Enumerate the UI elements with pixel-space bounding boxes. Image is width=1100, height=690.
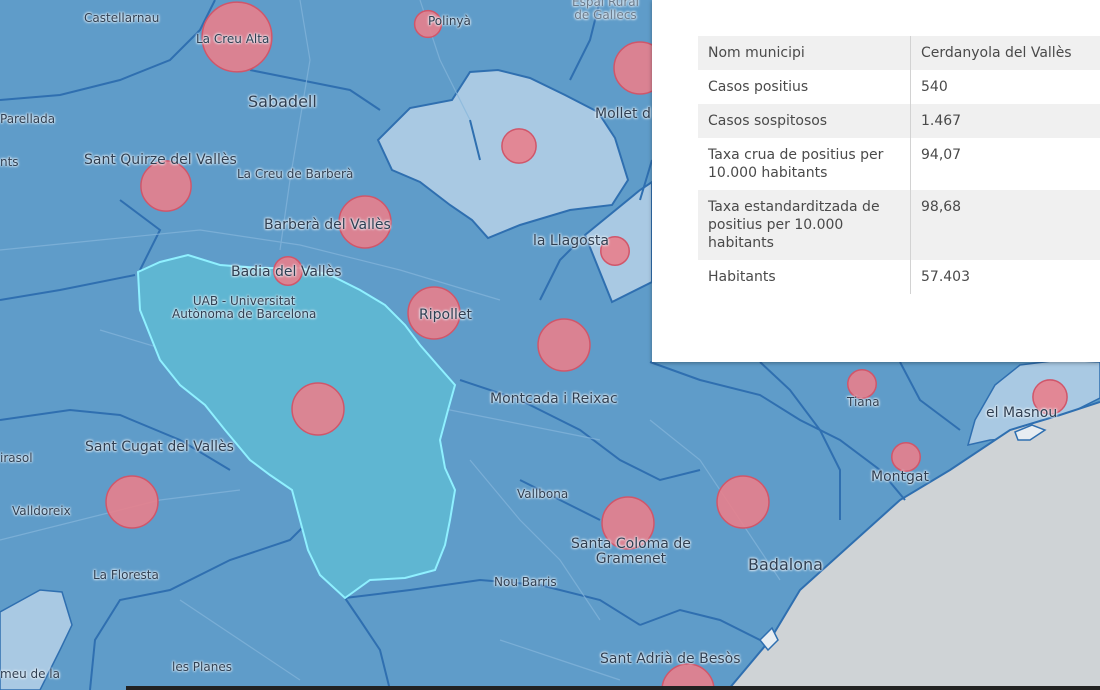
case-circle-santa-coloma[interactable]	[601, 496, 655, 550]
attribute-row: Habitants 57.403	[698, 260, 1100, 294]
case-circle-tiana[interactable]	[847, 369, 877, 399]
label-sabadell: Sabadell	[248, 92, 317, 111]
bottom-bar	[126, 686, 1100, 690]
label-la-creu-alta: La Creu Alta	[196, 32, 270, 46]
case-circle-parets[interactable]	[501, 128, 537, 164]
case-circle-sant-quirze[interactable]	[140, 160, 192, 212]
attribute-value: 540	[921, 79, 948, 95]
attribute-label: Nom municipi	[698, 36, 911, 70]
label-mollet: Mollet d	[595, 106, 651, 122]
label-vallbona: Vallbona	[517, 487, 569, 501]
label-la-creu-de-barbera: La Creu de Barberà	[237, 167, 354, 181]
label-sant-quirze: Sant Quirze del Vallès	[84, 152, 237, 168]
sea	[728, 402, 1100, 690]
case-circle-montgat[interactable]	[891, 442, 921, 472]
label-tiana: Tiana	[847, 395, 880, 409]
label-la-floresta: La Floresta	[93, 568, 159, 582]
label-santa-coloma: Santa Coloma de Gramenet	[571, 536, 691, 567]
label-barbera: Barberà del Vallès	[264, 217, 391, 233]
label-sant-cugat: Sant Cugat del Vallès	[85, 439, 234, 455]
case-circle-badia[interactable]	[273, 256, 303, 286]
case-circle-el-masnou[interactable]	[1032, 379, 1068, 415]
case-circle-badalona[interactable]	[716, 475, 770, 529]
attribute-label: Habitants	[698, 260, 911, 294]
attribute-label: Casos sospitosos	[698, 104, 911, 138]
label-polinya: Polinyà	[428, 14, 471, 28]
case-circle-montcada[interactable]	[537, 318, 591, 372]
case-circles	[105, 1, 1068, 690]
attribute-row: Taxa estandarditzada de positius per 10.…	[698, 190, 1100, 260]
label-valldoreix: Valldoreix	[12, 504, 71, 518]
municipal-borders	[0, 0, 961, 690]
attribute-row: Taxa crua de positius per 10.000 habitan…	[698, 138, 1100, 190]
label-espai-rural: Espai Rural de Gallecs	[572, 0, 639, 22]
attribute-label: Taxa estandarditzada de positius per 10.…	[698, 190, 911, 260]
attribute-row: Casos sospitosos 1.467	[698, 104, 1100, 138]
attribute-value: 1.467	[910, 104, 1100, 138]
label-la-llagosta: la Llagosta	[533, 233, 610, 249]
label-sant-adria: Sant Adrià de Besòs	[600, 651, 741, 667]
case-circle-la-creu-alta[interactable]	[201, 1, 273, 73]
attribute-table: Nom municipi Cerdanyola del Vallès Casos p…	[698, 36, 1100, 294]
case-circle-sant-cugat[interactable]	[105, 475, 159, 529]
case-circle-la-llagosta[interactable]	[600, 236, 630, 266]
light-municipality-sw[interactable]	[0, 589, 73, 690]
attribute-value: 98,68	[910, 190, 1100, 260]
selected-municipality-cerdanyola[interactable]	[136, 253, 457, 600]
attribute-value: Cerdanyola del Vallès	[910, 36, 1100, 70]
attribute-value: 94,07	[921, 147, 962, 163]
case-circle-polinya[interactable]	[413, 9, 443, 39]
case-circle-ripollet[interactable]	[407, 286, 461, 340]
case-circle-barbera[interactable]	[338, 195, 392, 249]
label-les-planes: les Planes	[172, 660, 232, 674]
el-masnou-harbour	[1014, 424, 1047, 441]
label-el-masnou: el Masnou	[986, 405, 1058, 421]
attribute-row: Nom municipi Cerdanyola del Vallès	[698, 36, 1100, 70]
label-montcada: Montcada i Reixac	[490, 391, 618, 407]
label-nou-barris: Nou Barris	[494, 575, 557, 589]
label-meu-de-la: meu de la	[0, 667, 60, 681]
light-municipality-parets[interactable]	[376, 68, 630, 240]
label-nts: nts	[0, 155, 19, 169]
label-castellarnau: Castellarnau	[84, 11, 160, 25]
feature-popup: Nom municipi Cerdanyola del Vallès Casos p…	[652, 0, 1100, 362]
badalona-harbour	[758, 626, 779, 652]
label-montgat: Montgat	[871, 469, 929, 485]
case-circle-cerdanyola[interactable]	[291, 382, 345, 436]
attribute-value: 57.403	[921, 269, 970, 285]
label-ripollet: Ripollet	[419, 307, 472, 323]
label-parellada: Parellada	[0, 112, 56, 126]
attribute-row: Casos positius 540	[698, 70, 1100, 104]
label-uab: UAB - Universitat Autònoma de Barcelona	[172, 294, 317, 321]
attribute-label: Casos positius	[698, 70, 911, 104]
coastline	[727, 401, 1100, 690]
attribute-label: Taxa crua de positius per 10.000 habitan…	[698, 138, 911, 190]
label-badalona: Badalona	[748, 555, 823, 574]
label-badia: Badia del Vallès	[231, 264, 342, 280]
label-irasol: irasol	[0, 451, 33, 465]
